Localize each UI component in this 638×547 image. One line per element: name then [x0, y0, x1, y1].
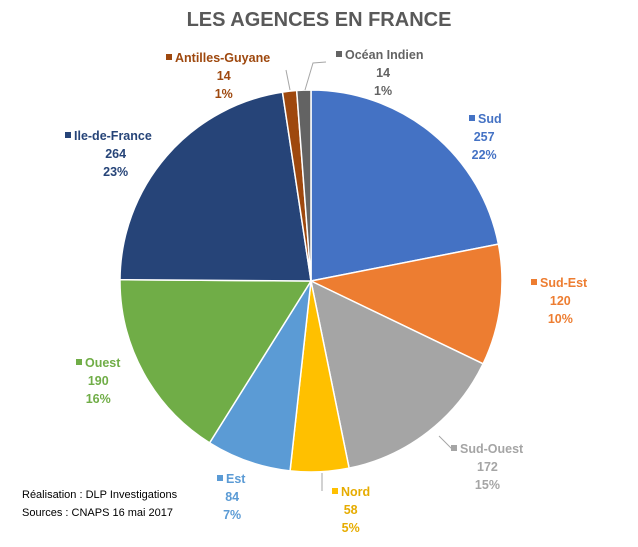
label-percent: 7%: [223, 508, 241, 522]
label-value: 14: [217, 69, 231, 83]
label-percent: 23%: [103, 165, 128, 179]
legend-key-marker: [531, 279, 537, 285]
label-category: Est: [226, 472, 246, 486]
data-label-ouest: Ouest 190 16%: [76, 356, 121, 406]
label-value: 58: [344, 503, 358, 517]
data-label-est: Est 84 7%: [217, 472, 246, 522]
label-percent: 1%: [374, 84, 392, 98]
label-category: Nord: [341, 485, 370, 499]
chart-title: LES AGENCES EN FRANCE: [187, 9, 452, 31]
pie-slice-sud-est: [308, 243, 503, 365]
legend-key-marker: [332, 488, 338, 494]
label-category: Ouest: [85, 356, 121, 370]
data-label-antilles-guyane: Antilles-Guyane 14 1%: [166, 51, 270, 101]
data-label-nord: Nord 58 5%: [332, 485, 370, 535]
data-label-ile-de-france: Ile-de-France 264 23%: [65, 129, 152, 179]
label-percent: 1%: [215, 87, 233, 101]
label-percent: 15%: [475, 478, 500, 492]
label-value: 120: [550, 294, 571, 308]
legend-key-marker: [217, 475, 223, 481]
label-value: 190: [88, 374, 109, 388]
legend-key-marker: [451, 445, 457, 451]
pie-slice-ouest: [119, 278, 313, 444]
data-label-oc-an-indien: Océan Indien 14 1%: [336, 48, 424, 98]
pie-slice-ile-de-france: [119, 91, 312, 282]
label-category: Sud: [478, 112, 502, 126]
label-percent: 16%: [86, 392, 111, 406]
legend-key-marker: [336, 51, 342, 57]
data-label-sud: Sud 257 22%: [469, 112, 502, 162]
leader-line: [285, 69, 291, 91]
label-category: Océan Indien: [345, 48, 424, 62]
pie-slice-sud-ouest: [309, 279, 485, 470]
credit-note: Réalisation : DLP Investigations: [22, 489, 178, 501]
label-percent: 22%: [472, 148, 497, 162]
source-note: Sources : CNAPS 16 mai 2017: [22, 507, 173, 519]
legend-key-marker: [65, 132, 71, 138]
label-percent: 5%: [342, 521, 360, 535]
label-percent: 10%: [548, 312, 573, 326]
leader-line: [304, 61, 327, 91]
label-category: Ile-de-France: [74, 129, 152, 143]
pie-slices: [119, 89, 503, 473]
data-label-sud-est: Sud-Est 120 10%: [531, 276, 588, 326]
data-label-sud-ouest: Sud-Ouest 172 15%: [451, 442, 524, 492]
legend-key-marker: [166, 54, 172, 60]
label-value: 172: [477, 460, 498, 474]
label-value: 14: [376, 66, 390, 80]
label-category: Sud-Est: [540, 276, 588, 290]
label-value: 257: [474, 130, 495, 144]
pie-slice-oc-an-indien: [295, 89, 312, 282]
label-category: Sud-Ouest: [460, 442, 524, 456]
label-value: 264: [105, 147, 126, 161]
legend-key-marker: [76, 359, 82, 365]
label-category: Antilles-Guyane: [175, 51, 270, 65]
label-value: 84: [225, 490, 239, 504]
legend-key-marker: [469, 115, 475, 121]
pie-labels: Sud 257 22% Sud-Est 120 10% Sud-Ouest 172 15% Nor…: [65, 48, 588, 535]
pie-slice-sud: [310, 89, 500, 282]
